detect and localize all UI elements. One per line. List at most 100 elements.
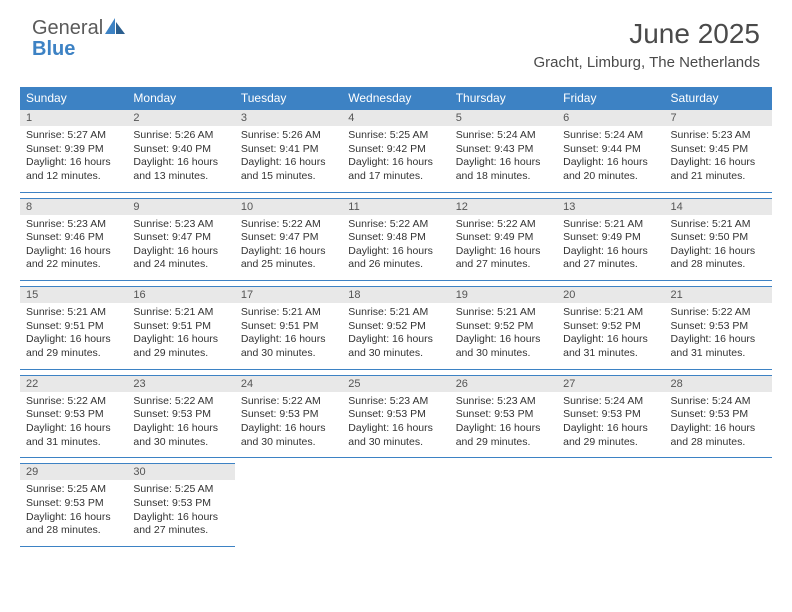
sunrise-line: Sunrise: 5:24 AM (563, 395, 658, 409)
sunset-line: Sunset: 9:52 PM (348, 320, 443, 334)
sunrise-line: Sunrise: 5:21 AM (133, 306, 228, 320)
day-cell: Sunrise: 5:23 AMSunset: 9:45 PMDaylight:… (665, 126, 772, 192)
daylight-line: Daylight: 16 hours and 29 minutes. (26, 333, 121, 360)
day-number: 26 (450, 375, 557, 392)
sunset-line: Sunset: 9:44 PM (563, 143, 658, 157)
weekday-header-row: Sunday Monday Tuesday Wednesday Thursday… (20, 87, 772, 110)
day-number: 23 (127, 375, 234, 392)
day-cell: Sunrise: 5:24 AMSunset: 9:43 PMDaylight:… (450, 126, 557, 192)
day-number-row: 1234567 (20, 110, 772, 127)
sunrise-line: Sunrise: 5:25 AM (26, 483, 121, 497)
weekday-header: Friday (557, 87, 664, 110)
day-number: 2 (127, 110, 234, 127)
sunset-line: Sunset: 9:51 PM (26, 320, 121, 334)
day-cell: Sunrise: 5:21 AMSunset: 9:52 PMDaylight:… (450, 303, 557, 369)
daylight-line: Daylight: 16 hours and 27 minutes. (456, 245, 551, 272)
sunset-line: Sunset: 9:52 PM (563, 320, 658, 334)
day-number: 11 (342, 198, 449, 215)
day-cell: Sunrise: 5:23 AMSunset: 9:53 PMDaylight:… (450, 392, 557, 458)
sunrise-line: Sunrise: 5:22 AM (241, 395, 336, 409)
sunset-line: Sunset: 9:53 PM (671, 408, 766, 422)
daylight-line: Daylight: 16 hours and 29 minutes. (563, 422, 658, 449)
daylight-line: Daylight: 16 hours and 17 minutes. (348, 156, 443, 183)
sunrise-line: Sunrise: 5:24 AM (456, 129, 551, 143)
day-number: 4 (342, 110, 449, 127)
daylight-line: Daylight: 16 hours and 27 minutes. (133, 511, 228, 538)
title-block: June 2025 Gracht, Limburg, The Netherlan… (533, 18, 760, 71)
logo-sail-icon (105, 18, 127, 34)
daylight-line: Daylight: 16 hours and 30 minutes. (133, 422, 228, 449)
sunrise-line: Sunrise: 5:24 AM (671, 395, 766, 409)
sunrise-line: Sunrise: 5:26 AM (241, 129, 336, 143)
sunrise-line: Sunrise: 5:25 AM (133, 483, 228, 497)
day-cell: Sunrise: 5:21 AMSunset: 9:52 PMDaylight:… (557, 303, 664, 369)
sunset-line: Sunset: 9:40 PM (133, 143, 228, 157)
sunset-line: Sunset: 9:39 PM (26, 143, 121, 157)
sunrise-line: Sunrise: 5:23 AM (348, 395, 443, 409)
sunset-line: Sunset: 9:47 PM (133, 231, 228, 245)
day-number: 5 (450, 110, 557, 127)
sunrise-line: Sunrise: 5:22 AM (133, 395, 228, 409)
daylight-line: Daylight: 16 hours and 27 minutes. (563, 245, 658, 272)
sunrise-line: Sunrise: 5:24 AM (563, 129, 658, 143)
page-header: General Blue June 2025 Gracht, Limburg, … (0, 0, 792, 79)
day-number: 16 (127, 287, 234, 304)
weekday-header: Tuesday (235, 87, 342, 110)
sunset-line: Sunset: 9:53 PM (241, 408, 336, 422)
day-cell: Sunrise: 5:24 AMSunset: 9:53 PMDaylight:… (665, 392, 772, 458)
day-number: 13 (557, 198, 664, 215)
day-cell: Sunrise: 5:25 AMSunset: 9:53 PMDaylight:… (127, 480, 234, 546)
sunset-line: Sunset: 9:51 PM (241, 320, 336, 334)
daylight-line: Daylight: 16 hours and 21 minutes. (671, 156, 766, 183)
day-content-row: Sunrise: 5:23 AMSunset: 9:46 PMDaylight:… (20, 215, 772, 281)
day-number: 12 (450, 198, 557, 215)
day-number: 21 (665, 287, 772, 304)
sunrise-line: Sunrise: 5:27 AM (26, 129, 121, 143)
sunset-line: Sunset: 9:49 PM (563, 231, 658, 245)
day-cell: Sunrise: 5:21 AMSunset: 9:51 PMDaylight:… (127, 303, 234, 369)
day-number: 29 (20, 464, 127, 481)
day-number-row: 22232425262728 (20, 375, 772, 392)
sunset-line: Sunset: 9:53 PM (133, 497, 228, 511)
day-content-row: Sunrise: 5:21 AMSunset: 9:51 PMDaylight:… (20, 303, 772, 369)
daylight-line: Daylight: 16 hours and 30 minutes. (241, 422, 336, 449)
sunset-line: Sunset: 9:53 PM (348, 408, 443, 422)
day-cell: Sunrise: 5:23 AMSunset: 9:47 PMDaylight:… (127, 215, 234, 281)
sunrise-line: Sunrise: 5:22 AM (671, 306, 766, 320)
day-cell: Sunrise: 5:24 AMSunset: 9:44 PMDaylight:… (557, 126, 664, 192)
sunrise-line: Sunrise: 5:21 AM (456, 306, 551, 320)
day-number: 24 (235, 375, 342, 392)
daylight-line: Daylight: 16 hours and 31 minutes. (671, 333, 766, 360)
day-cell: Sunrise: 5:22 AMSunset: 9:47 PMDaylight:… (235, 215, 342, 281)
daylight-line: Daylight: 16 hours and 31 minutes. (563, 333, 658, 360)
day-number: 6 (557, 110, 664, 127)
day-cell: Sunrise: 5:21 AMSunset: 9:52 PMDaylight:… (342, 303, 449, 369)
weekday-header: Sunday (20, 87, 127, 110)
sunrise-line: Sunrise: 5:22 AM (26, 395, 121, 409)
day-number: 15 (20, 287, 127, 304)
sunset-line: Sunset: 9:48 PM (348, 231, 443, 245)
day-number: 9 (127, 198, 234, 215)
day-cell: Sunrise: 5:22 AMSunset: 9:53 PMDaylight:… (665, 303, 772, 369)
sunset-line: Sunset: 9:45 PM (671, 143, 766, 157)
daylight-line: Daylight: 16 hours and 29 minutes. (133, 333, 228, 360)
sunrise-line: Sunrise: 5:22 AM (456, 218, 551, 232)
day-cell: Sunrise: 5:21 AMSunset: 9:49 PMDaylight:… (557, 215, 664, 281)
sunset-line: Sunset: 9:43 PM (456, 143, 551, 157)
day-number: 19 (450, 287, 557, 304)
sunrise-line: Sunrise: 5:21 AM (671, 218, 766, 232)
daylight-line: Daylight: 16 hours and 30 minutes. (348, 333, 443, 360)
sunset-line: Sunset: 9:41 PM (241, 143, 336, 157)
day-cell: Sunrise: 5:21 AMSunset: 9:51 PMDaylight:… (20, 303, 127, 369)
daylight-line: Daylight: 16 hours and 29 minutes. (456, 422, 551, 449)
daylight-line: Daylight: 16 hours and 12 minutes. (26, 156, 121, 183)
sunset-line: Sunset: 9:51 PM (133, 320, 228, 334)
sunrise-line: Sunrise: 5:23 AM (26, 218, 121, 232)
day-cell: Sunrise: 5:22 AMSunset: 9:49 PMDaylight:… (450, 215, 557, 281)
day-number: 28 (665, 375, 772, 392)
daylight-line: Daylight: 16 hours and 18 minutes. (456, 156, 551, 183)
sunset-line: Sunset: 9:53 PM (133, 408, 228, 422)
day-number-row: 891011121314 (20, 198, 772, 215)
weekday-header: Saturday (665, 87, 772, 110)
day-number: 7 (665, 110, 772, 127)
